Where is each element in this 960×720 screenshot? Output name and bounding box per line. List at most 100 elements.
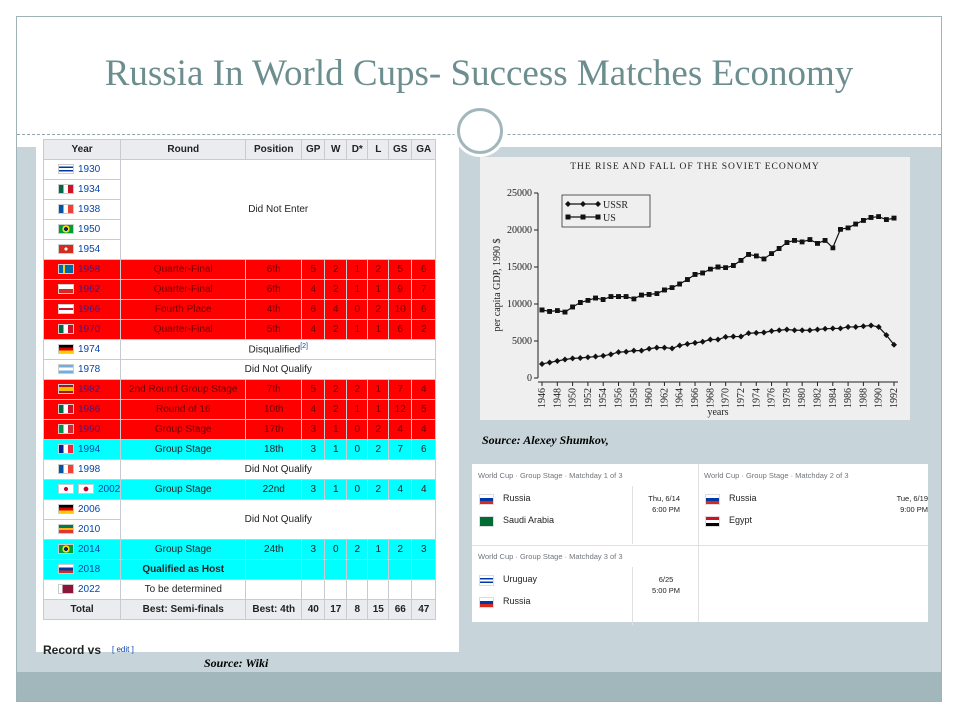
column-header: D* [346, 139, 369, 160]
flag-icon [58, 564, 74, 575]
table-cell: 0 [324, 539, 348, 560]
x-tick-label: 1980 [797, 388, 808, 408]
match-cards: World Cup · Group Stage · Matchday 1 of … [472, 464, 928, 625]
year-link[interactable]: 1986 [78, 404, 101, 415]
table-row: 2022 To be determined [42, 579, 437, 600]
year-link[interactable]: 1990 [78, 424, 101, 435]
year-link[interactable]: 1950 [78, 224, 101, 235]
flag-icon [58, 304, 74, 315]
year-link[interactable]: 2006 [78, 504, 101, 515]
match-card[interactable]: World Cup · Group Stage · Matchday 1 of … [472, 464, 698, 544]
table-cell: 4 [388, 479, 413, 500]
column-header: GA [411, 139, 437, 160]
cell-text: Did Not Enter [248, 204, 309, 215]
year-link[interactable]: 1958 [78, 264, 101, 275]
table-cell: Round of 16 [120, 399, 247, 420]
table-cell: 3 [301, 439, 326, 460]
match-card[interactable]: World Cup · Group Stage · Matchday 2 of … [698, 464, 928, 544]
table-cell: 1 [324, 479, 348, 500]
table-cell: 1 [367, 379, 390, 400]
x-tick-label: 1990 [874, 388, 885, 408]
x-tick-label: 1974 [751, 388, 762, 408]
total-cell: 17 [324, 599, 348, 620]
flag-icon [58, 244, 74, 255]
table-cell: 5 [301, 379, 326, 400]
year-cell: 1978 [42, 359, 122, 380]
year-cell: 2006 [42, 499, 122, 520]
table-cell: 4 [324, 299, 348, 320]
year-link[interactable]: 1962 [78, 284, 101, 295]
x-tick-label: 1968 [705, 388, 716, 408]
x-tick-label: 1960 [644, 388, 655, 408]
year-link[interactable]: 1974 [78, 344, 101, 355]
card-divider [632, 486, 633, 544]
year-link[interactable]: 1934 [78, 184, 101, 195]
team-flag [479, 597, 494, 608]
table-cell: 1 [346, 399, 369, 420]
year-link[interactable]: 1930 [78, 164, 101, 175]
match-time: 6:00 PM [652, 505, 680, 514]
match-time: 5:00 PM [652, 586, 680, 595]
flag-icon [58, 224, 74, 235]
flag-icon [58, 504, 74, 515]
year-link[interactable]: 1994 [78, 444, 101, 455]
x-tick-label: 1956 [614, 388, 625, 408]
table-row: 2014 Group Stage 24th 3 0 2 1 2 3 [42, 539, 437, 560]
table-cell: 22nd [245, 479, 303, 500]
year-cell: 2010 [42, 519, 122, 540]
team-flag [705, 494, 720, 505]
year-link[interactable]: 1998 [78, 464, 101, 475]
table-cell: 2 [324, 279, 348, 300]
table-cell: 10th [245, 399, 303, 420]
y-tick-label: 0 [527, 373, 532, 384]
year-cell: 2022 [42, 579, 122, 600]
year-cell: 1998 [42, 459, 122, 480]
year-link[interactable]: 1982 [78, 384, 101, 395]
match-card[interactable]: World Cup · Group Stage · Matchday 3 of … [472, 545, 698, 625]
year-link[interactable]: 2010 [78, 524, 101, 535]
year-link[interactable]: 1966 [78, 304, 101, 315]
empty-cell [245, 559, 303, 580]
table-cell: 5 [301, 259, 326, 280]
year-link[interactable]: 2018 [78, 564, 101, 575]
cell-text: Did Not Qualify [244, 364, 312, 375]
year-link[interactable]: 2002 [98, 484, 121, 495]
table-cell: 1 [367, 319, 390, 340]
match-date: Thu, 6/14 [648, 494, 680, 503]
total-cell: Best: 4th [245, 599, 303, 620]
year-link[interactable]: 1938 [78, 204, 101, 215]
x-tick-label: 1962 [659, 388, 670, 408]
year-link[interactable]: 2022 [78, 584, 101, 595]
merged-cell: Did Not Qualify [120, 459, 437, 480]
table-row: 1978 Did Not Qualify [42, 359, 437, 380]
y-tick-label: 25000 [507, 188, 532, 199]
cell-text: Disqualified [248, 344, 301, 356]
year-link[interactable]: 1970 [78, 324, 101, 335]
table-cell: 7 [388, 379, 413, 400]
year-link[interactable]: 1978 [78, 364, 101, 375]
year-link[interactable]: 2014 [78, 544, 101, 555]
legend-label: US [603, 213, 616, 224]
empty-cell [324, 579, 348, 600]
table-cell: 6th [245, 259, 303, 280]
flag-icon [58, 464, 74, 475]
source: Source: Wiki [204, 656, 269, 670]
table-cell: 3 [301, 479, 326, 500]
table-cell: 2 [367, 439, 390, 460]
flag-icon [58, 484, 74, 495]
table-row: 1966 Fourth Place 4th 6 4 0 2 10 6 [42, 299, 437, 320]
card-header: World Cup · Group Stage · Matchday 3 of … [478, 552, 623, 561]
edit-link[interactable]: [ edit ] [112, 645, 134, 654]
flag-icon [58, 344, 74, 355]
merged-cell: Disqualified[2] [120, 339, 437, 360]
table-cell: 2 [367, 419, 390, 440]
year-cell: 1990 [42, 419, 122, 440]
year-link[interactable]: 1954 [78, 244, 101, 255]
year-cell: 1962 [42, 279, 122, 300]
table-cell: Group Stage [120, 479, 247, 500]
table-cell: 3 [411, 539, 437, 560]
footnote-link[interactable]: [2] [300, 343, 308, 351]
x-tick-label: 1948 [552, 388, 563, 408]
year-cell: 1974 [42, 339, 122, 360]
flag-icon [58, 324, 74, 335]
